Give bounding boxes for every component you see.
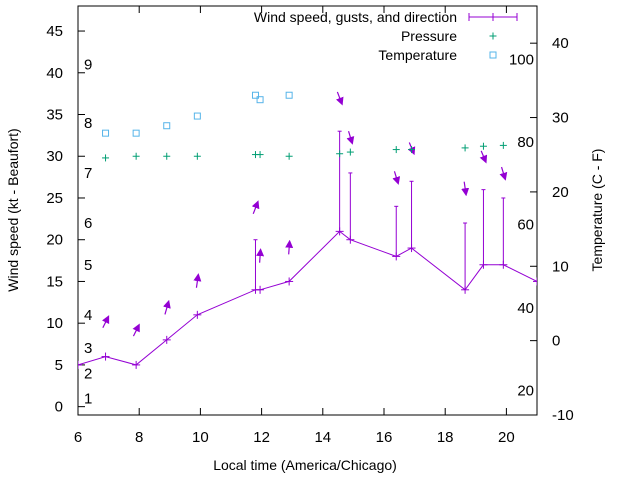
wind-direction-arrow xyxy=(251,200,260,215)
wind-point xyxy=(193,310,202,319)
temperature-point xyxy=(285,91,293,99)
wind-direction-arrow xyxy=(499,166,508,181)
y-axis-title: Wind speed (kt - Beaufort) xyxy=(5,128,21,291)
pressure-point xyxy=(102,154,110,162)
x-tick-label: 16 xyxy=(376,429,393,446)
fahrenheit-label: 60 xyxy=(517,217,534,234)
y-tick-label: 40 xyxy=(46,65,63,82)
y2-tick-label: 10 xyxy=(552,258,569,275)
plot-frame-group xyxy=(77,5,538,416)
wind-point xyxy=(78,360,82,369)
legend-group: Wind speed, gusts, and direction Pressure… xyxy=(254,9,518,63)
y-tick-label: 35 xyxy=(46,107,63,124)
y2-tick-label: 20 xyxy=(552,184,569,201)
y2-tick-label: 30 xyxy=(552,110,569,127)
wind-direction-arrow xyxy=(461,181,470,197)
y-tick-label: 15 xyxy=(46,273,63,290)
pressure-point xyxy=(193,152,201,160)
pressure-point xyxy=(392,146,400,154)
beaufort-label: 8 xyxy=(84,115,92,132)
tick-group: 6 8 10 12 14 16 18 20051015202530354045-1001020… xyxy=(46,6,574,446)
wind-direction-arrow xyxy=(335,91,344,106)
pressure-point xyxy=(163,152,171,160)
wind-direction-arrow xyxy=(256,248,265,263)
legend-label-temperature: Temperature xyxy=(378,47,457,63)
y2-tick-label: 40 xyxy=(552,35,569,52)
wind-direction-arrow xyxy=(193,273,202,288)
wind-direction-arrow xyxy=(392,171,401,185)
wind-direction-arrow xyxy=(132,323,140,337)
temperature-point xyxy=(193,112,201,120)
x-axis-title: Local time (America/Chicago) xyxy=(213,457,397,473)
fahrenheit-label: 100 xyxy=(509,52,534,69)
y2-tick-label: -10 xyxy=(552,407,574,424)
pressure-point xyxy=(285,152,293,160)
pressure-point xyxy=(479,142,487,150)
y-tick-label: 0 xyxy=(55,399,63,416)
beaufort-label: 5 xyxy=(84,257,92,274)
pressure-point xyxy=(336,150,344,158)
x-tick-label: 12 xyxy=(253,429,270,446)
beaufort-label: 3 xyxy=(84,340,92,357)
pressure-point xyxy=(461,144,469,152)
pressure-point xyxy=(408,146,416,154)
y-tick-label: 30 xyxy=(46,148,63,165)
beaufort-label: 6 xyxy=(84,215,92,232)
wind-point xyxy=(101,352,110,361)
x-tick-label: 10 xyxy=(192,429,209,446)
y-tick-label: 20 xyxy=(46,232,63,249)
pressure-point xyxy=(132,152,140,160)
plot-frame xyxy=(77,5,538,416)
fahrenheit-label: 40 xyxy=(517,300,534,317)
temperature-point xyxy=(251,91,259,99)
wind-point xyxy=(533,277,537,286)
wind-direction-arrow xyxy=(163,299,171,315)
wind-direction-arrow xyxy=(285,239,294,255)
pressure-point xyxy=(256,151,264,159)
beaufort-label: 9 xyxy=(84,56,92,73)
temperature-point xyxy=(256,96,264,104)
x-tick-label: 6 xyxy=(74,429,82,446)
wind-point xyxy=(256,285,265,294)
legend-label-pressure: Pressure xyxy=(401,28,457,44)
series-group xyxy=(78,91,537,369)
wind-direction-arrow xyxy=(346,131,355,145)
temperature-point xyxy=(163,122,171,130)
x-tick-label: 8 xyxy=(135,429,143,446)
wind-point xyxy=(162,335,171,344)
wind-point xyxy=(132,360,141,369)
beaufort-scale-group: 1 2 3 4 5 6 7 8 9 xyxy=(84,56,92,407)
y2-axis-title: Temperature (C - F) xyxy=(589,149,605,272)
plot-area xyxy=(78,91,537,369)
pressure-point xyxy=(346,148,354,156)
y-tick-label: 25 xyxy=(46,190,63,207)
beaufort-label: 4 xyxy=(84,307,92,324)
beaufort-label: 7 xyxy=(84,165,92,182)
y2-tick-label: 0 xyxy=(552,333,560,350)
legend-label-wind: Wind speed, gusts, and direction xyxy=(254,9,457,25)
wind-speed-line xyxy=(78,230,537,366)
pressure-point xyxy=(499,141,507,149)
y-tick-label: 45 xyxy=(46,23,63,40)
wind-direction-arrow xyxy=(101,315,110,329)
x-tick-label: 20 xyxy=(498,429,515,446)
y-tick-label: 10 xyxy=(46,315,63,332)
wind-point xyxy=(285,277,294,286)
fahrenheit-label: 80 xyxy=(517,134,534,151)
fahrenheit-label: 20 xyxy=(517,382,534,399)
x-tick-label: 14 xyxy=(314,429,331,446)
temperature-point xyxy=(102,129,110,137)
beaufort-label: 2 xyxy=(84,365,92,382)
wind-direction-arrow xyxy=(479,150,488,164)
x-tick-label: 18 xyxy=(437,429,454,446)
legend-mark-temperature xyxy=(489,51,497,59)
temperature-point xyxy=(132,129,140,137)
beaufort-label: 1 xyxy=(84,390,92,407)
y-tick-label: 5 xyxy=(55,357,63,374)
